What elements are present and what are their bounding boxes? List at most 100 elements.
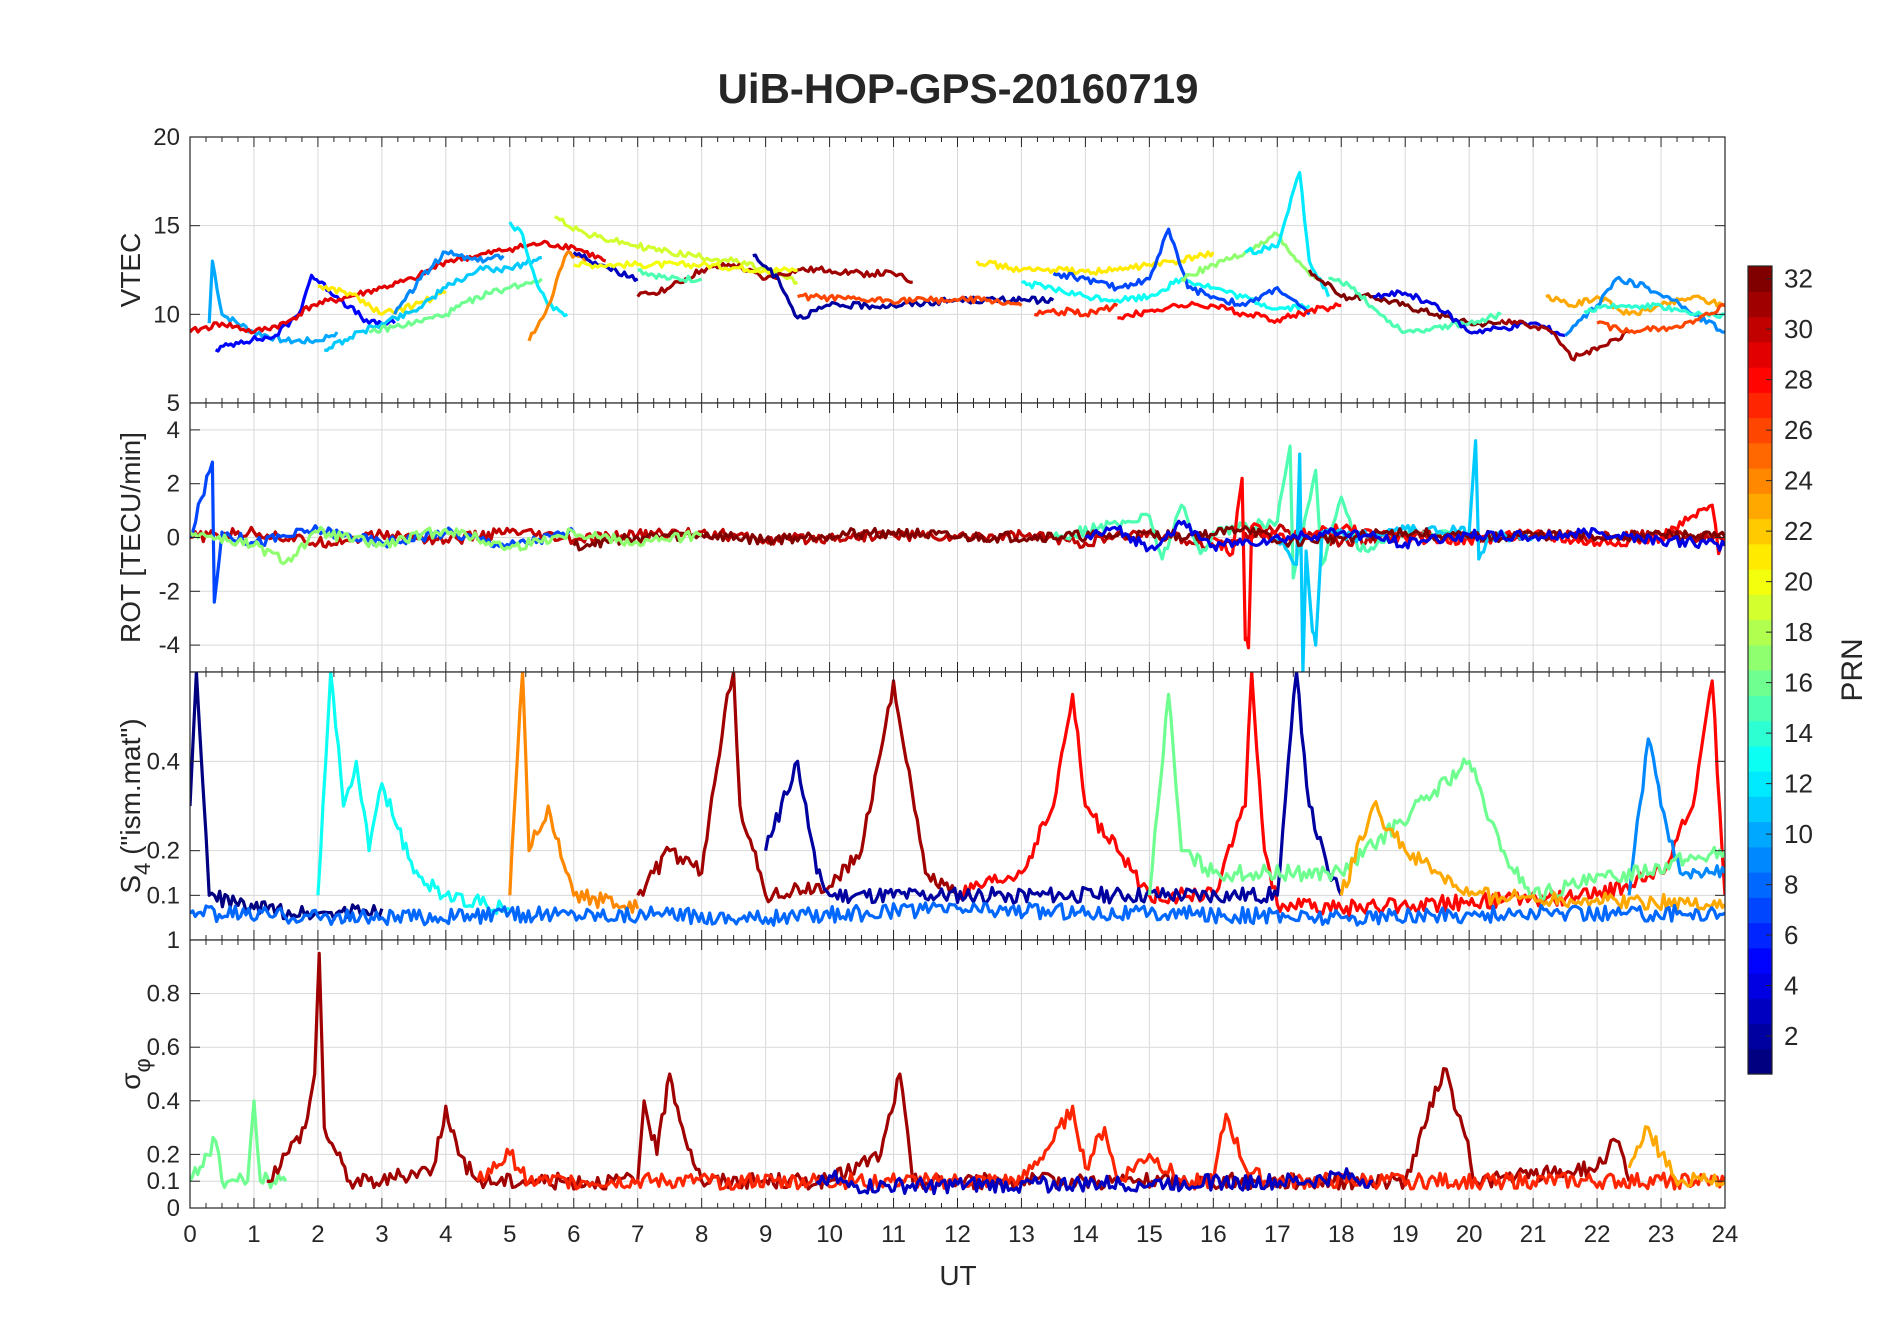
series-prn-13 [316,672,510,916]
series-prn-2 [752,253,1055,320]
series-prn-29 [190,239,607,335]
colorbar-tick-label: 22 [1784,516,1813,546]
series-prn-16 [368,277,543,334]
series-prn-23 [1545,294,1725,316]
x-tick-label: 6 [567,1221,580,1248]
series-prn-11 [323,256,542,353]
colorbar-swatch [1748,998,1772,1025]
ylabel-subscript: 4 [130,863,155,875]
series-prn-24 [508,672,640,914]
series-prn-12 [1244,170,1331,298]
series-prn-17 [190,525,702,566]
colorbar-tick-label: 30 [1784,314,1813,344]
x-tick-label: 9 [759,1221,772,1248]
x-axis-label: UT [939,1260,976,1291]
y-tick-label: 15 [153,213,180,240]
series-prn-15 [637,268,703,284]
panel-rot: -4 -2 0 2 4 ROT [TECU/min] [115,402,1726,673]
series-prn-21 [975,250,1215,276]
series-prn-16 [1147,692,1725,902]
x-tick-label: 14 [1072,1221,1099,1248]
x-tick-label: 19 [1392,1221,1419,1248]
colorbar-swatch [1748,695,1772,722]
x-tick-label: 8 [695,1221,708,1248]
x-tick-label: 12 [944,1221,971,1248]
series-prn-1 [190,672,384,922]
colorbar-tick-label: 8 [1784,870,1798,900]
y-tick-label: 5 [167,390,180,417]
series-prn-13 [1021,276,1311,312]
panel-vtec-ylabel: VTEC [115,233,146,308]
series-prn-31 [1499,318,1630,362]
ylabel-main: S [115,875,146,894]
colorbar-swatch [1748,442,1772,469]
x-tick-label: 4 [439,1221,452,1248]
ylabel-rest: ("ism.mat") [115,718,146,862]
y-tick-label: 0.1 [147,1168,180,1195]
colorbar-swatch [1748,392,1772,419]
series-prn-4 [1084,519,1725,553]
colorbar-label: PRN [1836,638,1869,701]
y-tick-label: 1 [167,927,180,954]
panel-vtec-series [190,170,1725,362]
colorbar-tick-label: 2 [1784,1021,1798,1051]
y-tick-label: 10 [153,301,180,328]
series-prn-2 [764,672,1343,905]
y-tick-label: 0.2 [147,838,180,865]
series-prn-12 [508,221,569,318]
series-prn-9 [1564,275,1725,337]
panel-s4-series [190,672,1725,927]
colorbar-swatch [1748,493,1772,520]
colorbar-tick-label: 26 [1784,415,1813,445]
x-tick-label: 17 [1264,1221,1291,1248]
x-tick-label: 22 [1584,1221,1611,1248]
colorbar-swatch [1748,644,1772,671]
x-tick-label: 1 [247,1221,260,1248]
panel-vtec: 5 10 15 20 VTEC [115,124,1726,417]
colorbar-frame [1747,265,1773,1075]
colorbar-tick-label: 14 [1784,718,1813,748]
series-prn-27 [1033,302,1119,318]
series-prn-15 [1328,276,1502,335]
x-tick-label: 23 [1648,1221,1675,1248]
x-tick-label: 11 [881,1221,906,1248]
y-tick-label: 0.1 [147,882,180,909]
colorbar-swatch [1748,594,1772,621]
x-tick-label: 0 [183,1221,196,1248]
colorbar-tick-label: 28 [1784,365,1813,395]
colorbar-tick-label: 16 [1784,668,1813,698]
series-prn-4 [1373,289,1566,338]
panel-sigmaphi-ylabel: σφ [115,1058,155,1090]
colorbar-tick-label: 24 [1784,466,1813,496]
colorbar-tick-label: 4 [1784,971,1798,1001]
x-tick-label: 2 [311,1221,324,1248]
panel-s4-ylabel: S4 ("ism.mat") [115,718,155,893]
y-tick-label: 0.4 [147,1088,180,1115]
colorbar-tick-label: 6 [1784,920,1798,950]
y-tick-label: -4 [159,632,180,659]
series-prn-31 [636,672,959,904]
panel-sigmaphi: 00.10.2 0.4 0.6 0.8 1 σφ [115,927,1726,1222]
x-tick-label: 5 [503,1221,516,1248]
series-prn-9 [1627,737,1725,896]
y-tick-label: 4 [167,417,180,444]
panel-rot-series [190,439,1725,672]
series-prn-28 [1117,300,1342,324]
y-tick-label: 0.4 [147,748,180,775]
chart-title: UiB-HOP-GPS-20160719 [718,65,1199,112]
series-prn-23 [1339,800,1725,912]
series-prn-32 [572,525,1725,552]
y-tick-label: 0.2 [147,1141,180,1168]
series-prn-19 [554,215,799,285]
x-tick-label: 21 [1520,1221,1547,1248]
x-tick-label: 15 [1136,1221,1163,1248]
x-tick-label: 24 [1712,1221,1739,1248]
colorbar-swatch [1748,341,1772,368]
series-prn-5 [214,273,396,353]
colorbar-swatch [1748,846,1772,873]
colorbar-swatch [1748,947,1772,974]
panel-sigmaphi-series [190,951,1725,1196]
colorbar-swatch [1748,796,1772,823]
